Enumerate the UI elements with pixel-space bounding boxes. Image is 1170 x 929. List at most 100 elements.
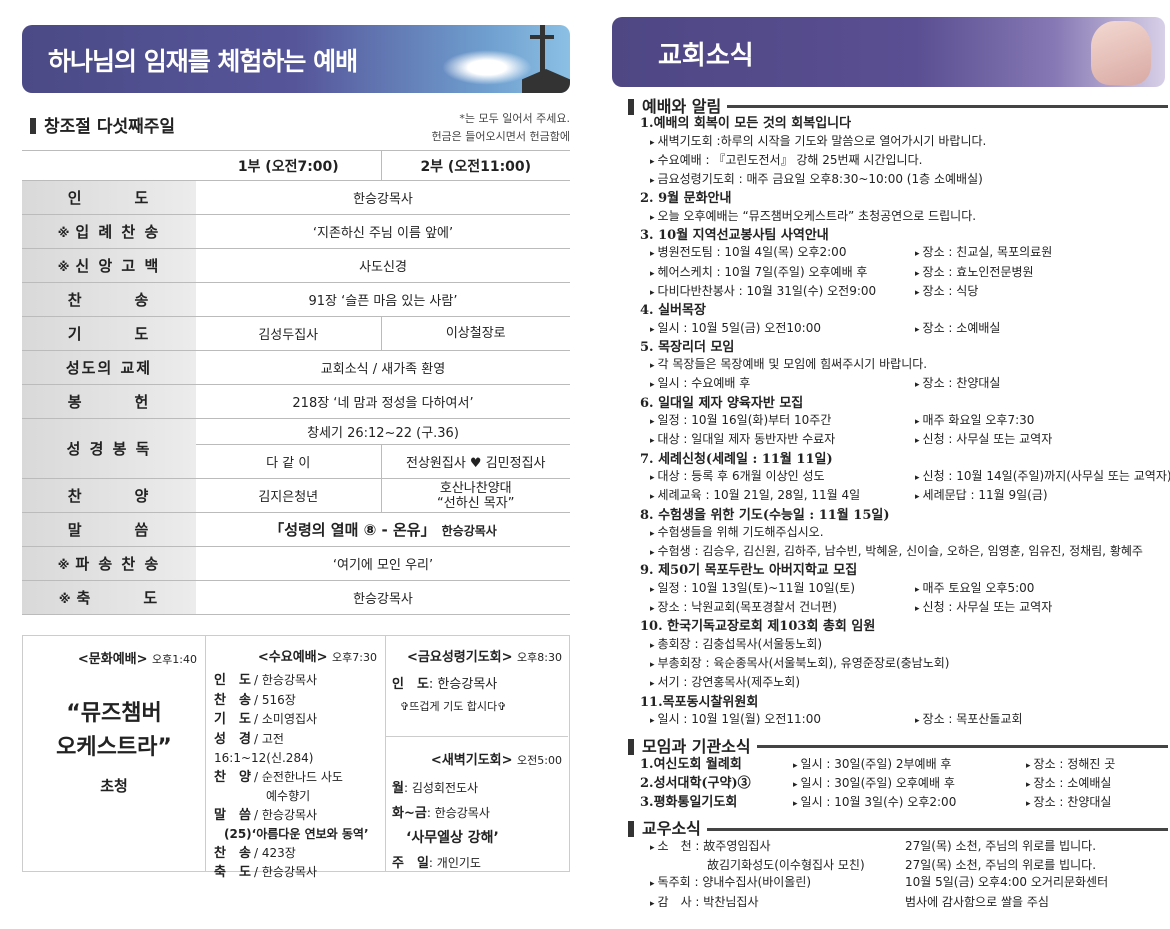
item-bullet: ▸ 일정 : 10월 13일(토)~11월 10일(토) ▸ 매주 토요일 오후5:0… xyxy=(650,580,1168,599)
row-label: 찬 송 xyxy=(214,692,251,708)
order-row: 말 씀 「성령의 열매 ⑧ - 온유」 한승강목사 xyxy=(22,512,570,547)
offering-note: 헌금은 들어오시면서 헌금함에 xyxy=(431,130,570,143)
bullet-text: 매주 토요일 오후5:00 xyxy=(922,580,1035,595)
bullet-secondary: ▸ 장소 : 친교실, 목포의료원 xyxy=(915,244,1052,263)
wednesday-row: 성 경 / 고전16:1~12(신.284) xyxy=(214,730,377,768)
row-text: 일시 : 10월 3일(수) 오후2:00 xyxy=(800,795,957,810)
item-heading: 8. 수험생을 위한 기도(수능일 : 11월 15일) xyxy=(640,507,890,523)
service-2-value: 이상철장로 xyxy=(380,316,570,351)
bullet-secondary: ▸ 세례문답 : 11월 9일(금) xyxy=(915,487,1048,506)
wednesday-row: 찬 송/ 423장 xyxy=(214,844,377,864)
item-heading: 1.예배의 회복이 모든 것의 회복입니다 xyxy=(640,116,852,132)
standing-mark: ※ xyxy=(58,592,73,606)
bullet-icon: ▸ xyxy=(915,436,920,447)
row-text: 장소 : 정해진 곳 xyxy=(1033,757,1116,772)
row-value: / 한승강목사 xyxy=(254,865,318,879)
order-row: 다 같 이 전상원집사 ♥ 김민정집사 xyxy=(22,444,570,479)
item-heading: 7. 세례신청(세례일 : 11월 11일) xyxy=(640,451,833,467)
bullet-secondary: ▸ 신청 : 사무실 또는 교역자 xyxy=(915,431,1052,450)
row-value: : 개인기도 xyxy=(428,856,481,870)
order-value: 한승강목사 xyxy=(196,180,570,215)
bullet-text: 대상 : 등록 후 6개월 이상인 성도 xyxy=(657,468,825,483)
order-label: 성도의 교제 xyxy=(22,350,196,385)
wednesday-row: 말 씀 / 한승강목사 xyxy=(214,806,377,826)
order-value: 한승강목사 xyxy=(196,580,570,615)
bullet-icon: ▸ xyxy=(915,268,920,279)
item-heading: 6. 일대일 제자 양육자반 모집 xyxy=(640,395,804,411)
row-label: 찬 양 xyxy=(214,769,251,785)
bullet-icon: ▸ xyxy=(915,287,920,298)
order-row: ※ 입 례 찬 송 ‘지존하신 주님 이름 앞에’ xyxy=(22,214,570,249)
bullet-icon: ▸ xyxy=(650,584,655,595)
bullet-icon: ▸ xyxy=(650,879,655,890)
order-label: 봉 헌 xyxy=(22,384,196,419)
order-row: 봉 헌 218장 ‘네 맘과 정성을 다하여서’ xyxy=(22,384,570,419)
bullet-text: 새벽기도회 :하루의 시작을 기도와 말씀으로 열어가시기 바랍니다. xyxy=(657,133,987,148)
order-label-text: 성도의 교제 xyxy=(65,359,153,377)
row-text: 일시 : 30일(주일) 2부예배 후 xyxy=(800,757,952,772)
row-label: 성 경 xyxy=(214,731,251,747)
row-place: ▸ 장소 : 정해진 곳 xyxy=(1026,755,1115,775)
service-1-value: 다 같 이 xyxy=(196,444,381,479)
row-date: ▸ 일시 : 10월 3일(수) 오후2:00 xyxy=(793,793,956,813)
bullet-icon: ▸ xyxy=(650,324,655,335)
item-bullet: ▸ 일시 : 10월 1일(월) 오전11:00 ▸ 장소 : 목포산돌교회 xyxy=(650,711,1168,730)
item-bullet: ▸ 부총회장 : 육순종목사(서울북노회), 유영준장로(충남노회) xyxy=(650,655,1168,674)
row-detail: 10월 5일(금) 오후4:00 오거리문화센터 xyxy=(905,875,1109,890)
preacher: 한승강목사 xyxy=(441,524,497,538)
bullet-secondary: ▸ 장소 : 목포산돌교회 xyxy=(915,711,1023,730)
row-label: 주 일 xyxy=(392,856,429,871)
bullet-icon: ▸ xyxy=(1026,799,1031,810)
order-label-text: 입 례 찬 송 xyxy=(75,223,161,241)
order-value-text: ‘지존하신 주님 이름 앞에’ xyxy=(312,226,454,241)
bullet-secondary: ▸ 매주 토요일 오후5:00 xyxy=(915,580,1034,599)
row-value: : 김성회전도사 xyxy=(403,781,479,795)
item-heading: 11.목포동시찰위원회 xyxy=(640,694,759,710)
bullet-text: 장소 : 낙원교회(목포경찰서 건너편) xyxy=(657,600,837,615)
dawn-row: 주 일: 개인기도 xyxy=(392,851,562,876)
bullet-text: 세례문답 : 11월 9일(금) xyxy=(922,488,1048,503)
row-value: / 423장 xyxy=(254,845,296,860)
service-1-header: 1부 (오전7:00) xyxy=(196,150,381,181)
order-value-text: ‘여기에 모인 우리’ xyxy=(332,558,434,573)
bullet-text: 총회장 : 김충섭목사(서울동노회) xyxy=(657,636,823,651)
item-bullet: ▸ 오늘 오후예배는 “뮤즈챔버오케스트라” 초청공연으로 드립니다. xyxy=(650,208,1168,227)
row-value: / 순전한나드 사도 xyxy=(254,769,343,784)
news-row: 2.성서대학(구약)③ ▸ 일시 : 30일(주일) 오후예배 후 ▸ 장소 : 소예배… xyxy=(640,774,1168,793)
bullet-icon: ▸ xyxy=(650,156,655,167)
section-marker xyxy=(628,821,634,838)
row-text: 감 사 : 박찬님집사 xyxy=(657,894,759,909)
news-row: ▸ 소 천 : 故주영임집사 27일(목) 소천, 주님의 위로를 빕니다. xyxy=(650,838,1168,857)
bullet-icon: ▸ xyxy=(650,659,655,670)
bullet-text: 수험생들을 위해 기도해주십시오. xyxy=(657,524,824,539)
news-row: 故김기화성도(이수형집사 모친) 27일(목) 소천, 주님의 위로를 빕니다. xyxy=(650,857,1168,874)
order-row: ※ 파 송 찬 송 ‘여기에 모인 우리’ xyxy=(22,546,570,581)
bullet-icon: ▸ xyxy=(650,472,655,483)
bullet-icon: ▸ xyxy=(650,528,655,539)
bullet-icon: ▸ xyxy=(650,436,655,447)
row-label: 축 도 xyxy=(214,865,251,880)
wednesday-row: 인 도 / 한승강목사 xyxy=(214,671,377,691)
bullet-text: 금요성령기도회 : 매주 금요일 오후8:30~10:00 (1층 소예배실) xyxy=(657,172,983,187)
row-title: 2.성서대학(구약)③ xyxy=(640,776,751,792)
bullet-text: 장소 : 친교실, 목포의료원 xyxy=(922,245,1053,260)
wednesday-row: 찬 양 / 순전한나드 사도 xyxy=(214,768,377,788)
item-heading: 4. 실버목장 xyxy=(640,303,706,319)
row-label: 기 도 xyxy=(214,712,251,727)
news-row: ▸ 독주회 : 양내수집사(바이올린) 10월 5일(금) 오후4:00 오거리문화… xyxy=(650,874,1168,893)
cross-icon xyxy=(540,25,545,75)
order-value: 218장 ‘네 맘과 정성을 다하여서’ xyxy=(196,384,570,419)
bullet-text: 장소 : 효노인전문병원 xyxy=(922,264,1034,279)
bullet-icon: ▸ xyxy=(793,799,798,810)
order-label: ※ 입 례 찬 송 xyxy=(22,214,196,249)
bullet-text: 일정 : 10월 16일(화)부터 10주간 xyxy=(657,413,832,428)
bullet-icon: ▸ xyxy=(650,287,655,298)
bullet-text: 각 목장들은 목장예배 및 모임에 힘써주시기 바랍니다. xyxy=(657,357,928,372)
order-label: ※ 신 앙 고 백 xyxy=(22,248,196,283)
bullet-text: 장소 : 찬양대실 xyxy=(922,376,1001,391)
section-marker xyxy=(628,738,634,755)
culture-service: <문화예배> 오후1:40 “뮤즈챔버 오케스트라” 초청 xyxy=(23,636,206,871)
bullet-icon: ▸ xyxy=(650,715,655,726)
order-value-text: 사도신경 xyxy=(359,260,407,275)
order-row: 성도의 교제 교회소식 / 새가족 환영 xyxy=(22,350,570,385)
